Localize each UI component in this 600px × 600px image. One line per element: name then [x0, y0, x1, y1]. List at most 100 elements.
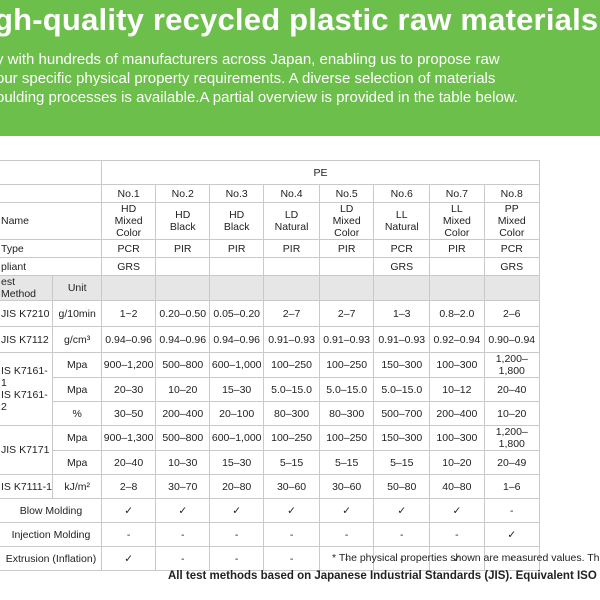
- table-row: Type PCR PIR PIR PIR PIR PCR PIR PCR: [0, 239, 541, 258]
- value-cell: 15–30: [209, 377, 265, 402]
- value-cell: 10–20: [483, 401, 541, 426]
- table-row: PE: [0, 160, 541, 185]
- value-cell: 100–250: [318, 352, 375, 378]
- name-cell: LL Natural: [373, 202, 431, 240]
- value-cell: 5.0–15.0: [318, 377, 375, 402]
- value-cell: 20–49: [483, 450, 541, 475]
- process-label: Injection Molding: [0, 522, 102, 547]
- check-icon: ✓: [209, 498, 265, 523]
- table-row: Blow Molding ✓ ✓ ✓ ✓ ✓ ✓ ✓ -: [0, 498, 541, 523]
- dash-cell: -: [263, 522, 320, 547]
- value-cell: 20–40: [100, 450, 157, 475]
- value-cell: 100–250: [318, 425, 375, 451]
- table-row: Extrusion (Inflation) ✓ - - - - - ✓ -: [0, 546, 541, 571]
- name-cell: HD Black: [155, 202, 211, 240]
- unit-cell: g/10min: [52, 300, 102, 327]
- value-cell: 5.0–15.0: [263, 377, 320, 402]
- type-cell: PIR: [155, 239, 211, 258]
- value-cell: 30–60: [318, 474, 375, 499]
- method-cell: JIS K7210: [0, 300, 54, 327]
- dash-cell: -: [373, 546, 431, 571]
- group-header-pe: PE: [100, 160, 541, 185]
- value-cell: 10–30: [155, 450, 211, 475]
- process-label: Blow Molding: [0, 498, 102, 523]
- dash-cell: -: [429, 522, 485, 547]
- column-number: No.5: [318, 184, 375, 203]
- value-cell: 900–1,200: [100, 352, 157, 378]
- column-number: No.8: [483, 184, 541, 203]
- unit-cell: Mpa: [52, 425, 102, 451]
- table-row: pliant GRS GRS GRS: [0, 257, 541, 276]
- value-cell: 0.90–0.94: [483, 326, 541, 353]
- value-cell: 80–300: [263, 401, 320, 426]
- value-cell: 40–80: [429, 474, 485, 499]
- table-row: Mpa 20–30 10–20 15–30 5.0–15.0 5.0–15.0 …: [0, 377, 541, 402]
- unit-cell: Mpa: [52, 377, 102, 402]
- intro-paragraph: y with hundreds of manufacturers across …: [0, 50, 600, 107]
- compliant-cell: [263, 257, 320, 276]
- unit-cell: Mpa: [52, 450, 102, 475]
- method-cell: JIS K7171: [0, 425, 54, 475]
- dash-cell: -: [483, 498, 541, 523]
- check-icon: ✓: [483, 522, 541, 547]
- value-cell: 100–250: [263, 425, 320, 451]
- compliant-cell: GRS: [483, 257, 541, 276]
- table-row: Mpa 20–40 10–30 15–30 5–15 5–15 5–15 10–…: [0, 450, 541, 475]
- properties-table: PE No.1 No.2 No.3 No.4 No.5 No.6 No.7 No…: [0, 160, 541, 571]
- table-corner-cell: [0, 184, 102, 203]
- method-cell: JIS K7112: [0, 326, 54, 353]
- check-icon: ✓: [263, 498, 320, 523]
- name-cell: HD Mixed Color: [100, 202, 157, 240]
- value-cell: 150–300: [373, 352, 431, 378]
- column-number: No.7: [429, 184, 485, 203]
- page-title: gh-quality recycled plastic raw material…: [0, 2, 599, 37]
- column-number: No.3: [209, 184, 265, 203]
- table-row: JIS K7112 g/cm³ 0.94–0.96 0.94–0.96 0.94…: [0, 326, 541, 353]
- value-cell: 0.91–0.93: [263, 326, 320, 353]
- value-cell: 50–80: [373, 474, 431, 499]
- value-cell: 2–7: [263, 300, 320, 327]
- value-cell: 1~2: [100, 300, 157, 327]
- compliant-cell: [155, 257, 211, 276]
- type-cell: PIR: [318, 239, 375, 258]
- table-row: % 30–50 200–400 20–100 80–300 80–300 500…: [0, 401, 541, 426]
- dash-cell: -: [483, 546, 541, 571]
- value-cell: 0.91–0.93: [318, 326, 375, 353]
- footnote-measured: * The physical properties shown are meas…: [332, 552, 600, 564]
- value-cell: 5–15: [318, 450, 375, 475]
- dash-cell: -: [373, 522, 431, 547]
- table-row: JIS K7171 Mpa 900–1,300 500–800 600–1,00…: [0, 425, 541, 475]
- type-cell: PCR: [483, 239, 541, 258]
- value-cell: 200–400: [155, 401, 211, 426]
- compliant-cell: [209, 257, 265, 276]
- value-cell: 5.0–15.0: [373, 377, 431, 402]
- value-cell: 20–100: [209, 401, 265, 426]
- value-cell: 0.94–0.96: [209, 326, 265, 353]
- method-cell: IS K7111-1: [0, 474, 54, 499]
- table-row: Injection Molding - - - - - - - ✓: [0, 522, 541, 547]
- value-cell: 1–3: [373, 300, 431, 327]
- type-cell: PIR: [209, 239, 265, 258]
- dash-cell: -: [155, 522, 211, 547]
- method-cell: IS K7161-1 IS K7161-2: [0, 352, 54, 426]
- table-corner-cell: [0, 160, 102, 185]
- value-cell: 500–700: [373, 401, 431, 426]
- value-cell: 30–70: [155, 474, 211, 499]
- dash-cell: -: [209, 546, 265, 571]
- value-cell: 0.05–0.20: [209, 300, 265, 327]
- check-icon: ✓: [100, 498, 157, 523]
- unit-cell: kJ/m²: [52, 474, 102, 499]
- value-cell: 10–20: [155, 377, 211, 402]
- value-cell: 10–20: [429, 450, 485, 475]
- column-number: No.1: [100, 184, 157, 203]
- value-cell: 100–300: [429, 425, 485, 451]
- name-cell: PP Mixed Color: [483, 202, 541, 240]
- column-number: No.4: [263, 184, 320, 203]
- type-cell: PCR: [100, 239, 157, 258]
- footnote-jis: All test methods based on Japanese Indus…: [168, 570, 600, 582]
- value-cell: 1,200–1,800: [483, 425, 541, 451]
- value-cell: 600–1,000: [209, 425, 265, 451]
- value-cell: 1,200–1,800: [483, 352, 541, 378]
- table-row: IS K7111-1 kJ/m² 2–8 30–70 20–80 30–60 3…: [0, 474, 541, 499]
